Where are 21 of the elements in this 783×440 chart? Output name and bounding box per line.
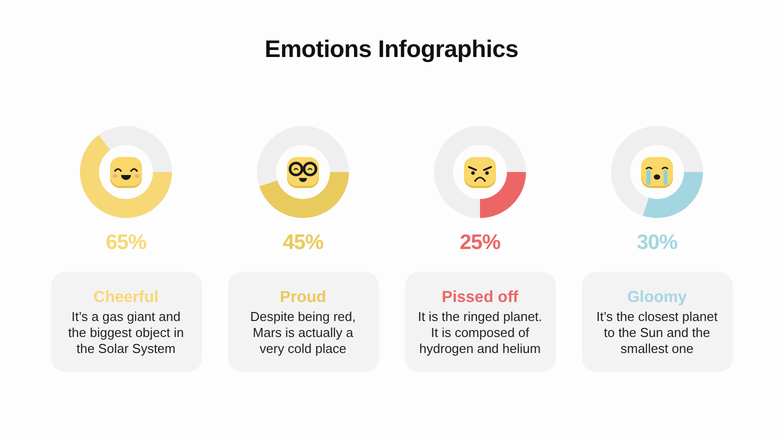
text: Gloomy [626,288,688,308]
text: Despite being red, Mars is actually a very cold place [249,309,357,357]
text: It is the ringed planet. It is composed of hydrogen and helium [417,309,543,357]
donut-slice [259,172,349,218]
data-label: 30% [636,231,678,254]
donut-slice [611,126,703,216]
text: Emotions Infographics [264,36,518,64]
text: It’s a gas giant and the biggest object in the Solar System [67,309,185,357]
text: Cheerful [92,288,160,308]
text: Proud [278,288,328,308]
donut-slice [480,172,526,218]
text: Pissed off [440,288,520,308]
data-label: 25% [460,231,502,254]
donut-slice [642,172,703,218]
text: It’s the closest planet to the Sun and the smallest one [595,309,719,357]
donut-slice [257,126,349,186]
data-label: 45% [282,231,324,254]
donut-slice [80,134,172,218]
donut-slice [434,126,526,218]
data-label: 65% [106,231,148,254]
donut-slice [98,126,172,172]
